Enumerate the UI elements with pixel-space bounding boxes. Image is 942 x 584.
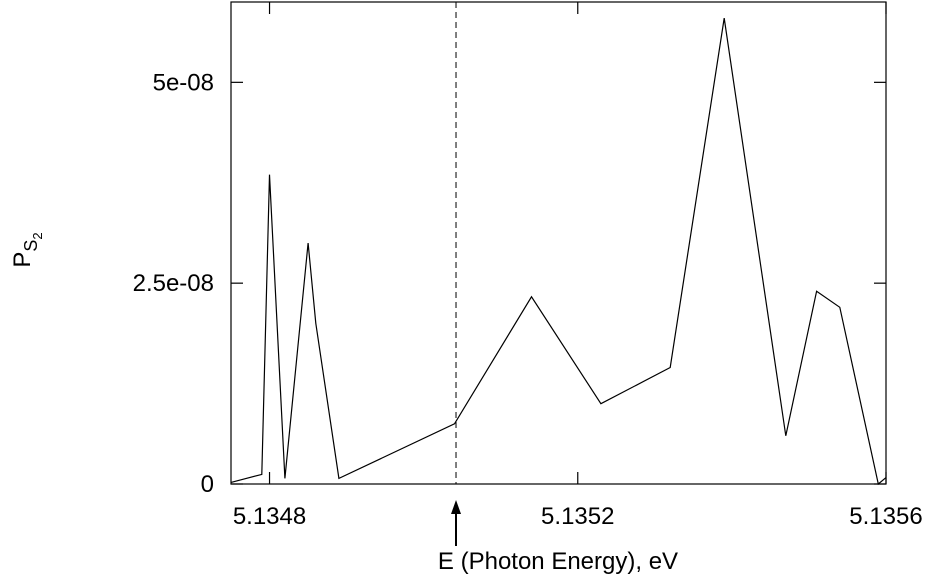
y-axis-label-main: P	[9, 252, 36, 268]
x-tick-label: 5.1352	[541, 503, 614, 530]
y-tick-label: 2.5e-08	[133, 270, 214, 297]
ticks-group: 5.1348 5.1352 5.1356 0 2.5e-08 5e-08	[133, 2, 923, 530]
y-axis-label: PS2	[9, 232, 45, 267]
marker-arrow-head	[451, 500, 462, 514]
y-axis-label-sub: S	[21, 240, 41, 252]
svg-text:PS2: PS2	[9, 232, 45, 267]
plot-frame-group	[230, 1, 887, 485]
y-axis-label-subsub: 2	[30, 232, 45, 239]
x-axis-label: E (Photon Energy), eV	[438, 548, 678, 575]
plot-frame	[230, 1, 887, 485]
y-tick-label: 0	[201, 471, 214, 498]
x-tick-label: 5.1348	[233, 503, 306, 530]
series-line	[230, 18, 887, 486]
series-group	[230, 2, 887, 546]
x-tick-label: 5.1356	[849, 503, 922, 530]
y-tick-label: 5e-08	[153, 69, 214, 96]
